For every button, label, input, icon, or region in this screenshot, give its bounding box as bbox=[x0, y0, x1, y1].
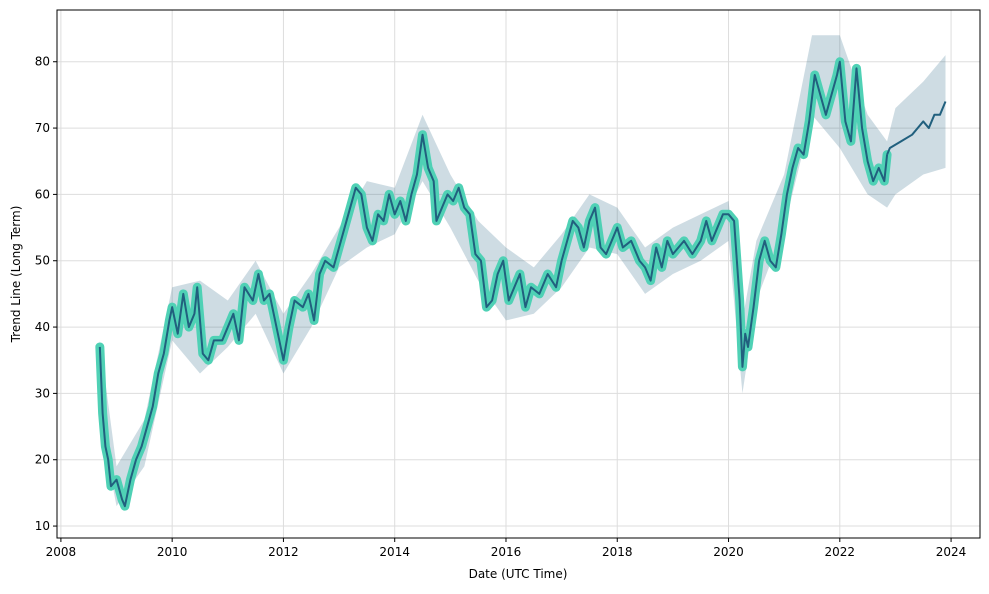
line bbox=[98, 60, 889, 508]
x-tick-label: 2010 bbox=[157, 545, 188, 559]
y-tick-label: 70 bbox=[35, 121, 50, 135]
x-tick-label: 2016 bbox=[491, 545, 522, 559]
y-tick-label: 60 bbox=[35, 187, 50, 201]
x-tick-label: 2024 bbox=[936, 545, 967, 559]
x-tick-label: 2022 bbox=[825, 545, 856, 559]
y-tick-label: 10 bbox=[35, 519, 50, 533]
y-tick-label: 20 bbox=[35, 453, 50, 467]
x-tick-label: 2012 bbox=[268, 545, 299, 559]
y-tick-label: 80 bbox=[35, 55, 50, 69]
y-tick-label: 40 bbox=[35, 320, 50, 334]
y-tick-label: 50 bbox=[35, 254, 50, 268]
x-tick-label: 2014 bbox=[379, 545, 410, 559]
x-tick-label: 2008 bbox=[46, 545, 77, 559]
line bbox=[886, 101, 947, 155]
x-axis-label: Date (UTC Time) bbox=[469, 567, 568, 581]
x-tick-label: 2018 bbox=[602, 545, 633, 559]
plot-frame bbox=[56, 9, 981, 539]
y-axis-label: Trend Line (Long Term) bbox=[9, 206, 23, 344]
y-tick-label: 30 bbox=[35, 386, 50, 400]
x-tick-label: 2020 bbox=[713, 545, 744, 559]
